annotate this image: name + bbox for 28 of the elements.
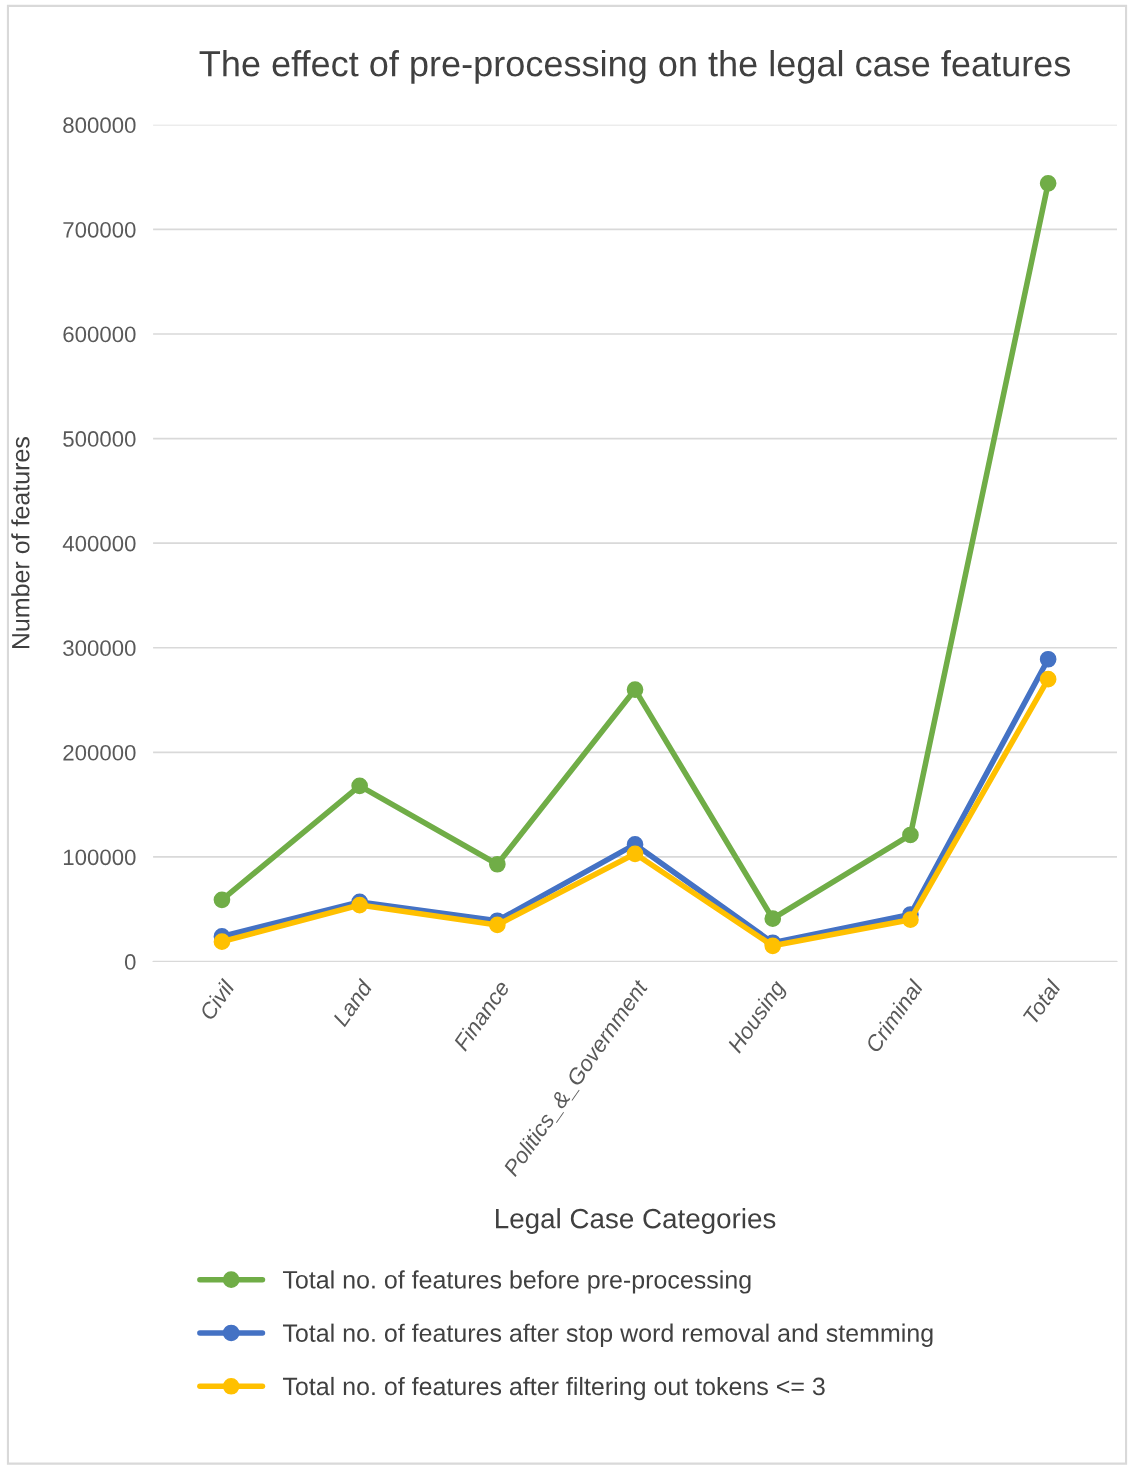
y-tick-label: 200000 bbox=[63, 744, 136, 761]
point bbox=[902, 911, 919, 929]
point bbox=[213, 891, 231, 909]
point bbox=[1039, 670, 1057, 688]
chart-title: The effect of pre-processing on the legal case features bbox=[199, 50, 1071, 84]
legend-label: Total no. of features after filtering out tokens <= 3 bbox=[282, 1376, 825, 1401]
point bbox=[489, 855, 506, 873]
y-tick-label: 800000 bbox=[63, 117, 136, 134]
legend-label: Total no. of features after stop word removal and stemming bbox=[282, 1323, 933, 1347]
point bbox=[213, 933, 231, 951]
point bbox=[1039, 650, 1057, 668]
point bbox=[764, 910, 782, 927]
point bbox=[626, 845, 644, 863]
point bbox=[351, 777, 368, 795]
y-tick-label: 300000 bbox=[63, 640, 136, 657]
point bbox=[1039, 175, 1057, 192]
x-axis-title: Legal Case Categories bbox=[496, 1208, 776, 1234]
y-axis-title: Number of features bbox=[11, 437, 30, 649]
y-tick-label: 100000 bbox=[63, 849, 136, 866]
y-tick-label: 0 bbox=[124, 954, 136, 970]
y-tick-label: 600000 bbox=[63, 326, 136, 343]
point bbox=[489, 916, 506, 934]
y-tick-label: 700000 bbox=[63, 221, 136, 238]
point bbox=[626, 681, 644, 698]
legend-label: Total no. of features before pre-processing bbox=[282, 1270, 751, 1294]
y-tick-label: 400000 bbox=[62, 535, 136, 552]
y-tick-label: 500000 bbox=[63, 431, 136, 447]
point bbox=[902, 826, 919, 844]
